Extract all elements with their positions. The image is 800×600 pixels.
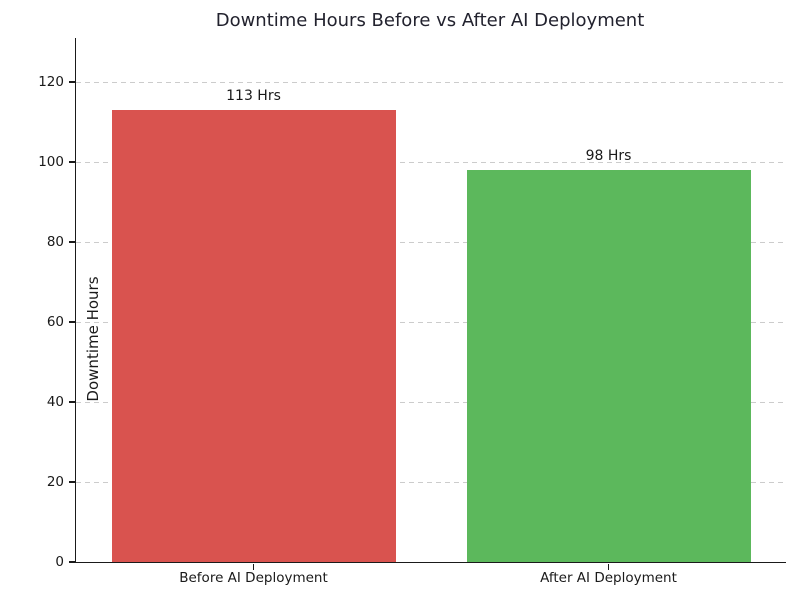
x-tick-label: Before AI Deployment (179, 570, 328, 586)
y-tick-label: 40 (46, 394, 64, 410)
chart-title: Downtime Hours Before vs After AI Deploy… (215, 10, 645, 31)
y-gridline (76, 481, 786, 483)
x-tick-mark (607, 563, 610, 570)
y-tick-label: 100 (38, 154, 64, 170)
y-tick-label: 80 (46, 234, 64, 250)
y-tick-mark (69, 81, 75, 83)
y-gridline (76, 401, 786, 403)
y-gridline (76, 81, 786, 83)
y-tick-mark (69, 481, 75, 483)
y-tick-label: 120 (38, 74, 64, 90)
y-gridline (76, 241, 786, 243)
plot-area: Downtime Hours 0 20 40 60 80 100 120 113 Hrs Bef… (38, 38, 786, 586)
x-tick-mark (252, 563, 255, 570)
bar-value-label: 98 Hrs (585, 148, 632, 164)
y-axis-label: Downtime Hours (84, 276, 102, 402)
y-tick-mark (69, 241, 75, 243)
y-tick-mark (69, 561, 75, 563)
bar-after (466, 170, 751, 562)
y-tick-mark (69, 161, 75, 163)
y-tick-mark (69, 401, 75, 403)
bar-before (111, 110, 396, 562)
x-tick-label: After AI Deployment (540, 570, 677, 586)
y-tick-label: 0 (55, 554, 64, 570)
y-tick-label: 20 (46, 474, 64, 490)
y-tick-label: 60 (46, 314, 64, 330)
y-tick-mark (69, 321, 75, 323)
bar-value-label: 113 Hrs (226, 88, 281, 104)
y-gridline (76, 161, 786, 163)
y-gridline (76, 321, 786, 323)
